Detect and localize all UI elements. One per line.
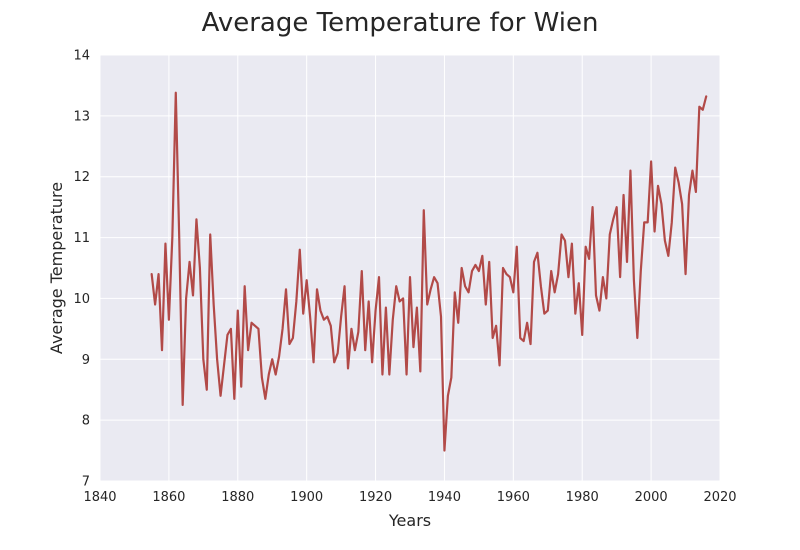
y-tick-label: 11 (73, 231, 90, 246)
y-tick-label: 14 (73, 49, 90, 64)
series-layer (150, 91, 708, 452)
x-tick-label: 1900 (290, 490, 323, 505)
x-tick-label: 1940 (428, 490, 461, 505)
x-axis-label: Years (388, 511, 431, 530)
x-tick-label: 1880 (221, 490, 254, 505)
y-tick-label: 10 (73, 292, 90, 307)
x-tick-label: 1860 (152, 490, 185, 505)
x-tick-label: 2020 (703, 490, 736, 505)
temperature-series-line (150, 91, 708, 452)
chart-title: Average Temperature for Wien (202, 8, 599, 38)
tick-labels: 1840 1860 1880 1900 1920 1940 1960 1980 2000 2020… (73, 49, 736, 506)
y-tick-label: 12 (73, 170, 90, 185)
x-tick-label: 1980 (566, 490, 599, 505)
y-tick-label: 8 (82, 414, 90, 429)
y-axis-label: Average Temperature (47, 182, 66, 354)
plot-area (100, 55, 720, 481)
x-tick-label: 1920 (359, 490, 392, 505)
x-tick-label: 1960 (497, 490, 530, 505)
x-tick-label: 2000 (635, 490, 668, 505)
y-tick-label: 9 (82, 353, 90, 368)
y-tick-label: 7 (82, 475, 90, 490)
y-tick-label: 13 (73, 109, 90, 124)
x-tick-label: 1840 (83, 490, 116, 505)
